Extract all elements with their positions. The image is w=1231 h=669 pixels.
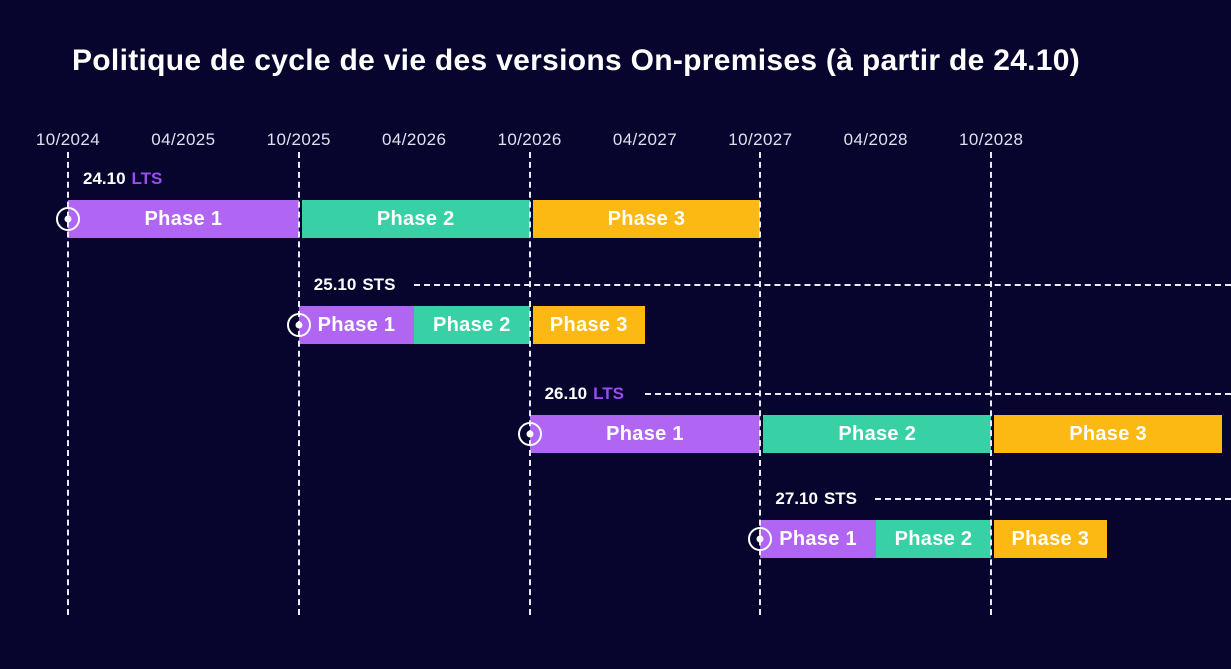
axis-tick-label: 10/2027 (728, 130, 793, 149)
release-edition: STS (362, 275, 396, 294)
release-version: 24.10 (83, 169, 126, 188)
axis-tick-label: 04/2028 (843, 130, 908, 149)
axis-tick-label: 04/2025 (151, 130, 216, 149)
vertical-gridline (990, 152, 993, 615)
release-edition: LTS (131, 169, 163, 188)
release-label: 27.10 STS (775, 489, 857, 509)
axis-tick-label: 10/2026 (497, 130, 562, 149)
release-start-marker (56, 207, 80, 231)
phase-bar: Phase 2 (875, 520, 992, 558)
phase-bar: Phase 1 (760, 520, 876, 558)
axis-tick-label: 10/2024 (35, 130, 101, 149)
axis-tick-label: 10/2025 (266, 130, 331, 149)
release-continuation-line (644, 393, 1231, 395)
vertical-gridline (528, 152, 531, 615)
phase-bar: Phase 3 (532, 306, 645, 344)
release-label: 26.10 LTS (545, 384, 624, 404)
axis-tick-label: 10/2028 (959, 130, 1024, 149)
release-continuation-line (413, 284, 1231, 286)
release-version: 26.10 (544, 384, 588, 403)
phase-bar: Phase 3 (994, 415, 1222, 453)
chart-title: Politique de cycle de vie des versions O… (72, 44, 1081, 77)
phase-bar: Phase 3 (532, 200, 761, 238)
phase-bar: Phase 1 (298, 306, 415, 344)
vertical-gridline (759, 152, 762, 615)
axis-tick-label: 04/2026 (382, 130, 447, 149)
release-start-marker (748, 527, 773, 551)
axis-tick-label: 04/2027 (612, 130, 678, 149)
release-edition: STS (823, 489, 857, 508)
release-version: 27.10 (775, 489, 818, 508)
phase-bar: Phase 1 (68, 200, 299, 238)
release-label: 25.10 STS (314, 275, 396, 295)
vertical-gridline (297, 152, 300, 615)
release-label: 24.10 LTS (83, 169, 162, 189)
release-start-marker (517, 422, 542, 446)
phase-bar: Phase 2 (763, 415, 992, 453)
phase-bar: Phase 2 (301, 200, 530, 238)
phase-bar: Phase 2 (414, 306, 530, 344)
phase-bar: Phase 1 (529, 415, 761, 453)
release-start-marker (286, 313, 311, 337)
vertical-gridline (67, 152, 69, 615)
phase-bar: Phase 3 (994, 520, 1107, 558)
release-continuation-line (875, 498, 1231, 500)
release-edition: LTS (593, 384, 624, 403)
release-version: 25.10 (313, 275, 357, 294)
